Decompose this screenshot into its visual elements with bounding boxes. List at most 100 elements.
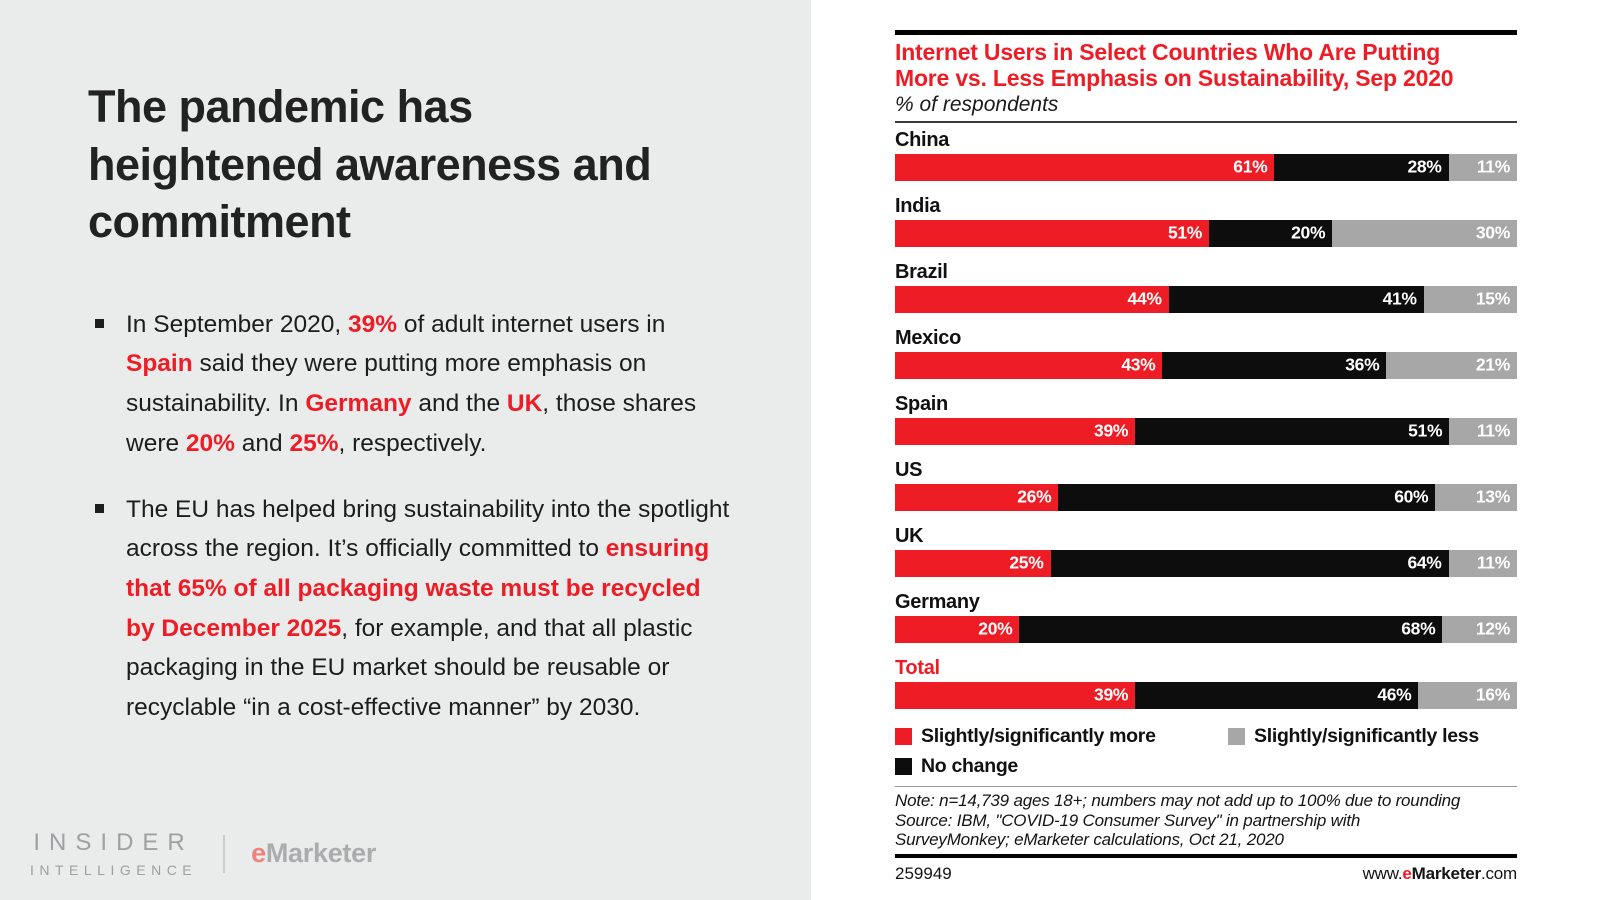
country-row: Germany 20% 68% 12% — [895, 591, 1517, 643]
segment-value-label: 12% — [1475, 618, 1510, 639]
bar-segment-none: 60% — [1058, 483, 1436, 511]
bullet-text: and the — [411, 390, 507, 418]
stacked-bar: 25% 64% 11% — [895, 549, 1517, 577]
bullet-item: The EU has helped bring sustainability i… — [88, 490, 733, 728]
segment-value-label: 11% — [1476, 156, 1510, 177]
insider-logo-line2: INTELLIGENCE — [30, 862, 198, 878]
legend-label-less: Slightly/significantly less — [1254, 724, 1479, 747]
legend-item-less: Slightly/significantly less — [1228, 725, 1517, 748]
bar-segment-none: 46% — [1135, 681, 1419, 709]
bar-segment-more: 39% — [895, 417, 1136, 445]
chart-panel: Internet Users in Select Countries Who A… — [811, 0, 1600, 900]
segment-value-label: 39% — [1094, 420, 1129, 441]
bullet-text-highlight: 39% — [348, 310, 398, 338]
segment-value-label: 60% — [1394, 486, 1429, 507]
bar-segment-none: 28% — [1274, 153, 1449, 181]
bar-segment-none: 64% — [1050, 549, 1449, 577]
bar-segment-more: 26% — [895, 483, 1059, 511]
bullet-text-highlight: Spain — [126, 350, 193, 378]
note-rule — [895, 785, 1517, 787]
legend-swatch-more — [895, 727, 912, 745]
bullet-item: In September 2020, 39% of adult internet… — [88, 305, 733, 464]
slide-title: The pandemic has heightened awareness an… — [88, 81, 652, 248]
bar-segment-less: 16% — [1418, 681, 1517, 709]
bullet-text-highlight: 20% — [185, 429, 235, 457]
segment-value-label: 13% — [1475, 486, 1510, 507]
segment-value-label: 11% — [1476, 420, 1510, 441]
bullet-text-highlight: Germany — [305, 390, 412, 418]
stacked-bar: 39% 46% 16% — [895, 681, 1517, 709]
chart-title: Internet Users in Select Countries Who A… — [895, 39, 1454, 91]
bullet-text: , for example, and that all plastic pack… — [126, 614, 693, 721]
legend-item-more: Slightly/significantly more — [895, 725, 1228, 748]
country-label: Spain — [895, 392, 948, 415]
bar-segment-more: 51% — [895, 219, 1210, 247]
segment-value-label: 44% — [1127, 288, 1162, 309]
url-suffix: .com — [1480, 864, 1517, 884]
segment-value-label: 51% — [1408, 420, 1443, 441]
segment-value-label: 25% — [1009, 552, 1044, 573]
brand-footer: INSIDER INTELLIGENCE eMarketer — [30, 829, 376, 878]
chart-footer: 259949 www.eMarketer.com — [895, 864, 1517, 884]
chart-bottom-rule — [895, 854, 1517, 859]
bullet-text-highlight: 25% — [289, 429, 339, 457]
segment-value-label: 41% — [1382, 288, 1417, 309]
bar-segment-more: 43% — [895, 351, 1163, 379]
country-row: UK 25% 64% 11% — [895, 525, 1517, 577]
emarketer-url[interactable]: www.eMarketer.com — [1363, 864, 1518, 884]
segment-value-label: 64% — [1407, 552, 1442, 573]
segment-value-label: 30% — [1475, 222, 1510, 243]
segment-value-label: 61% — [1233, 156, 1268, 177]
segment-value-label: 68% — [1401, 618, 1436, 639]
chart: Internet Users in Select Countries Who A… — [895, 0, 1517, 884]
bullet-marker — [95, 318, 104, 328]
legend-label-no-change: No change — [921, 754, 1018, 777]
segment-value-label: 26% — [1017, 486, 1052, 507]
legend-item-no-change: No change — [895, 755, 1228, 778]
chart-id: 259949 — [895, 864, 952, 884]
bar-segment-none: 51% — [1135, 417, 1450, 445]
segment-value-label: 20% — [1291, 222, 1326, 243]
country-row: India 51% 20% 30% — [895, 195, 1517, 247]
stacked-bar: 43% 36% 21% — [895, 351, 1517, 379]
segment-value-label: 21% — [1475, 354, 1510, 375]
bar-segment-none: 36% — [1162, 351, 1387, 379]
bar-segment-less: 15% — [1423, 285, 1517, 313]
bar-segment-more: 61% — [895, 153, 1275, 181]
bar-segment-none: 68% — [1019, 615, 1443, 643]
emarketer-logo-rest: Marketer — [265, 838, 377, 868]
country-label: Brazil — [895, 260, 948, 283]
legend-swatch-no-change — [895, 757, 912, 775]
segment-value-label: 51% — [1167, 222, 1203, 243]
bar-segment-less: 13% — [1435, 483, 1517, 511]
country-label: UK — [895, 524, 924, 547]
bar-segment-more: 44% — [895, 285, 1169, 313]
stacked-bar: 61% 28% 11% — [895, 153, 1517, 181]
segment-value-label: 28% — [1407, 156, 1442, 177]
country-label: India — [895, 194, 941, 217]
stacked-bar: 39% 51% 11% — [895, 417, 1517, 445]
url-e: e — [1402, 864, 1412, 884]
bullet-text: and — [234, 429, 290, 457]
bar-segment-less: 11% — [1448, 153, 1517, 181]
country-label: Germany — [895, 590, 980, 613]
segment-value-label: 36% — [1345, 354, 1380, 375]
logo-divider — [223, 834, 226, 873]
emarketer-logo: eMarketer — [251, 838, 376, 869]
url-rest: Marketer — [1411, 864, 1481, 884]
segment-value-label: 15% — [1475, 288, 1510, 309]
insider-intelligence-logo: INSIDER INTELLIGENCE — [30, 829, 197, 878]
country-row: Spain 39% 51% 11% — [895, 393, 1517, 445]
insider-logo-line1: INSIDER — [33, 829, 194, 856]
bullet-list: In September 2020, 39% of adult internet… — [88, 305, 733, 728]
bullet-text: , respectively. — [338, 429, 487, 457]
bar-segment-less: 11% — [1448, 549, 1517, 577]
country-row: US 26% 60% 13% — [895, 459, 1517, 511]
bullet-text: of adult internet users in — [397, 310, 666, 338]
bar-segment-less: 21% — [1386, 351, 1517, 379]
country-row: Total 39% 46% 16% — [895, 657, 1517, 709]
bar-segment-less: 12% — [1442, 615, 1517, 643]
bar-segment-more: 25% — [895, 549, 1051, 577]
legend: Slightly/significantly more Slightly/sig… — [895, 725, 1517, 778]
